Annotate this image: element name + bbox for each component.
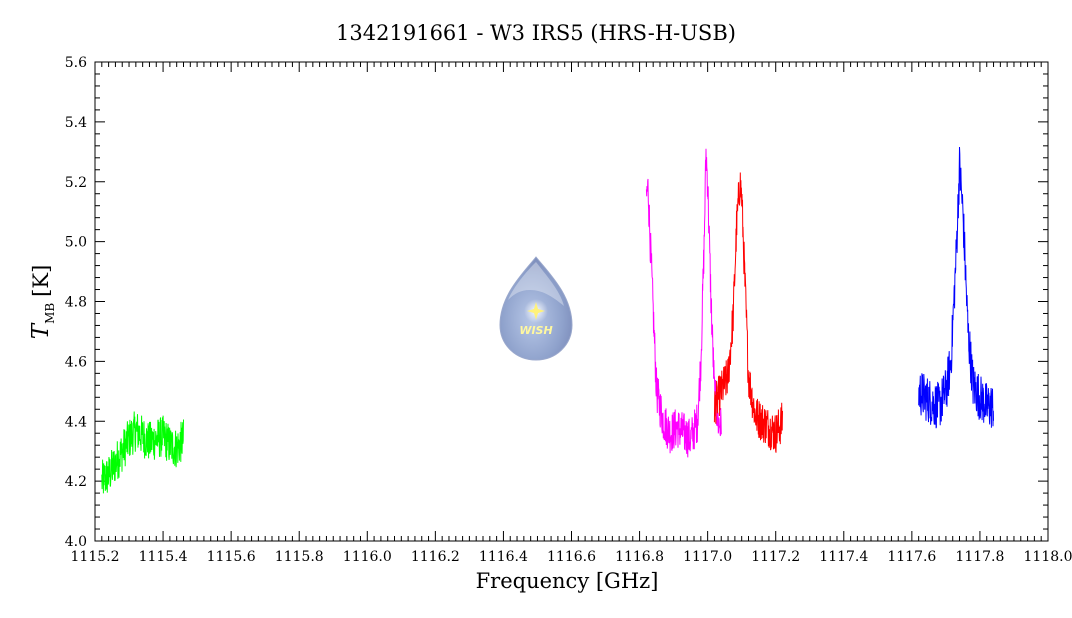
spectrum-series-1	[101, 411, 184, 494]
x-tick-label: 1117.8	[955, 549, 1004, 565]
y-tick-label: 4.6	[65, 354, 87, 370]
x-tick-label: 1115.4	[139, 549, 188, 565]
x-tick-label: 1116.0	[343, 549, 392, 565]
y-tick-labels: 4.0 4.2 4.4 4.6 4.8 5.0 5.2 5.4 5.6	[65, 55, 87, 550]
y-axis-label-main: T	[28, 322, 54, 339]
axis-ticks	[94, 61, 1049, 542]
x-tick-labels: 1115.2 1115.4 1115.6 1115.8 1116.0 1116.2 1116…	[71, 549, 1072, 565]
x-tick-label: 1117.6	[887, 549, 936, 565]
x-tick-label: 1115.6	[207, 549, 256, 565]
y-tick-label: 5.0	[65, 235, 87, 251]
plot-frame	[94, 61, 1049, 542]
x-axis-label: Frequency [GHz]	[476, 569, 659, 593]
y-tick-label: 5.4	[65, 115, 87, 131]
x-tick-label: 1116.6	[547, 549, 596, 565]
wish-logo: WISH	[499, 256, 573, 361]
y-tick-label: 5.6	[65, 55, 87, 71]
chart-title: 1342191661 - W3 IRS5 (HRS-H-USB)	[336, 21, 736, 45]
y-axis-label: TMB [K]	[28, 265, 57, 340]
y-axis-label-sub: MB	[43, 303, 57, 324]
x-tick-label: 1115.2	[71, 549, 120, 565]
y-axis-label-unit: [K]	[29, 265, 53, 297]
svg-text:TMB[K]: TMB [K]	[28, 265, 57, 340]
y-tick-label: 4.2	[65, 474, 87, 490]
x-tick-label: 1116.8	[615, 549, 664, 565]
y-tick-label: 5.2	[65, 175, 87, 191]
x-tick-label: 1115.8	[275, 549, 324, 565]
x-tick-label: 1118.0	[1024, 549, 1072, 565]
y-tick-label: 4.4	[65, 414, 87, 430]
x-tick-label: 1116.4	[479, 549, 528, 565]
y-tick-label: 4.8	[65, 295, 87, 311]
star-icon	[527, 302, 545, 320]
x-tick-label: 1117.2	[751, 549, 800, 565]
spectrum-series-2	[645, 148, 722, 458]
x-tick-label: 1117.0	[683, 549, 732, 565]
spectrum-series-3	[713, 172, 783, 453]
y-tick-label: 4.0	[65, 534, 87, 550]
logo-text: WISH	[519, 324, 552, 337]
series-layer	[101, 146, 994, 494]
spectrum-series-4	[918, 146, 994, 429]
x-tick-label: 1116.2	[411, 549, 460, 565]
x-tick-label: 1117.4	[819, 549, 868, 565]
